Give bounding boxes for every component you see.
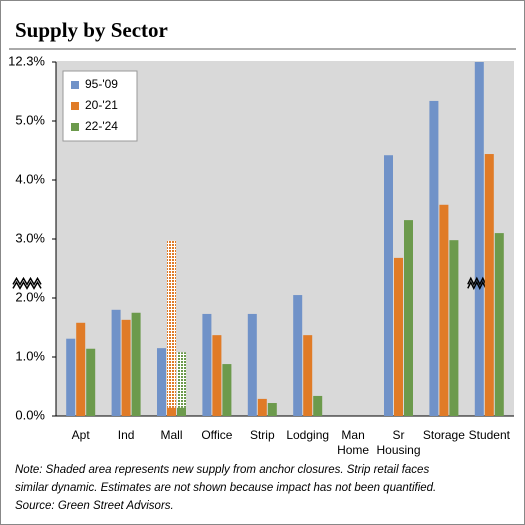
chart-title: Supply by Sector [15,18,168,42]
y-tick-label: 12.3% [8,53,45,68]
bar [111,309,121,416]
bar [167,407,176,416]
shaded-bar [177,352,186,408]
bar [157,348,166,416]
bar [86,348,96,416]
x-tick-label: Sr Housing [376,428,421,457]
bar [449,240,459,416]
bar [303,335,313,416]
x-tick-label: Office [201,428,233,442]
axis-break [12,280,42,290]
y-tick-label: 0.0% [15,407,45,422]
bar [439,204,449,416]
bar [66,338,76,416]
bar [121,319,131,416]
x-tick-label: Ind [117,428,135,442]
y-tick-label: 1.0% [15,348,45,363]
legend-label: 95-'09 [85,77,118,91]
y-tick-label: 3.0% [15,230,45,245]
bar [484,154,494,417]
bar [177,407,186,416]
bar [394,257,403,416]
x-tick-label: Student [468,428,510,442]
bar [267,403,277,416]
note-line: Source: Green Street Advisors. [15,500,174,512]
x-tick-label: Mall [160,428,183,442]
x-tick-label: Man Home [337,428,370,457]
legend-label: 22-'24 [85,119,118,133]
axis-break [12,276,42,286]
bar [247,313,257,416]
bar [202,313,212,416]
bar [212,335,222,416]
legend-label: 20-'21 [85,98,118,112]
note-line: Note: Shaded area represents new supply … [15,464,430,476]
bar [222,364,232,416]
bar [313,395,323,416]
shaded-bar [167,240,176,408]
legend-swatch [71,102,79,110]
bar [131,312,141,416]
note-line: similar dynamic. Estimates are not shown… [15,482,437,494]
x-tick-label: Apt [71,428,90,442]
bar [257,398,267,416]
bar [404,220,413,416]
x-tick-label: Strip [249,428,275,442]
x-tick-label: Lodging [286,428,330,442]
bar [76,322,86,416]
y-tick-label: 4.0% [15,171,45,186]
bar [474,62,484,416]
bar [494,233,504,416]
legend-swatch [71,123,79,131]
y-tick-label: 5.0% [15,112,45,127]
x-tick-label: Storage [422,428,465,442]
bar [293,295,303,416]
legend-swatch [71,81,79,89]
bar [384,155,393,416]
y-tick-label: 2.0% [15,289,45,304]
bar [429,100,439,416]
